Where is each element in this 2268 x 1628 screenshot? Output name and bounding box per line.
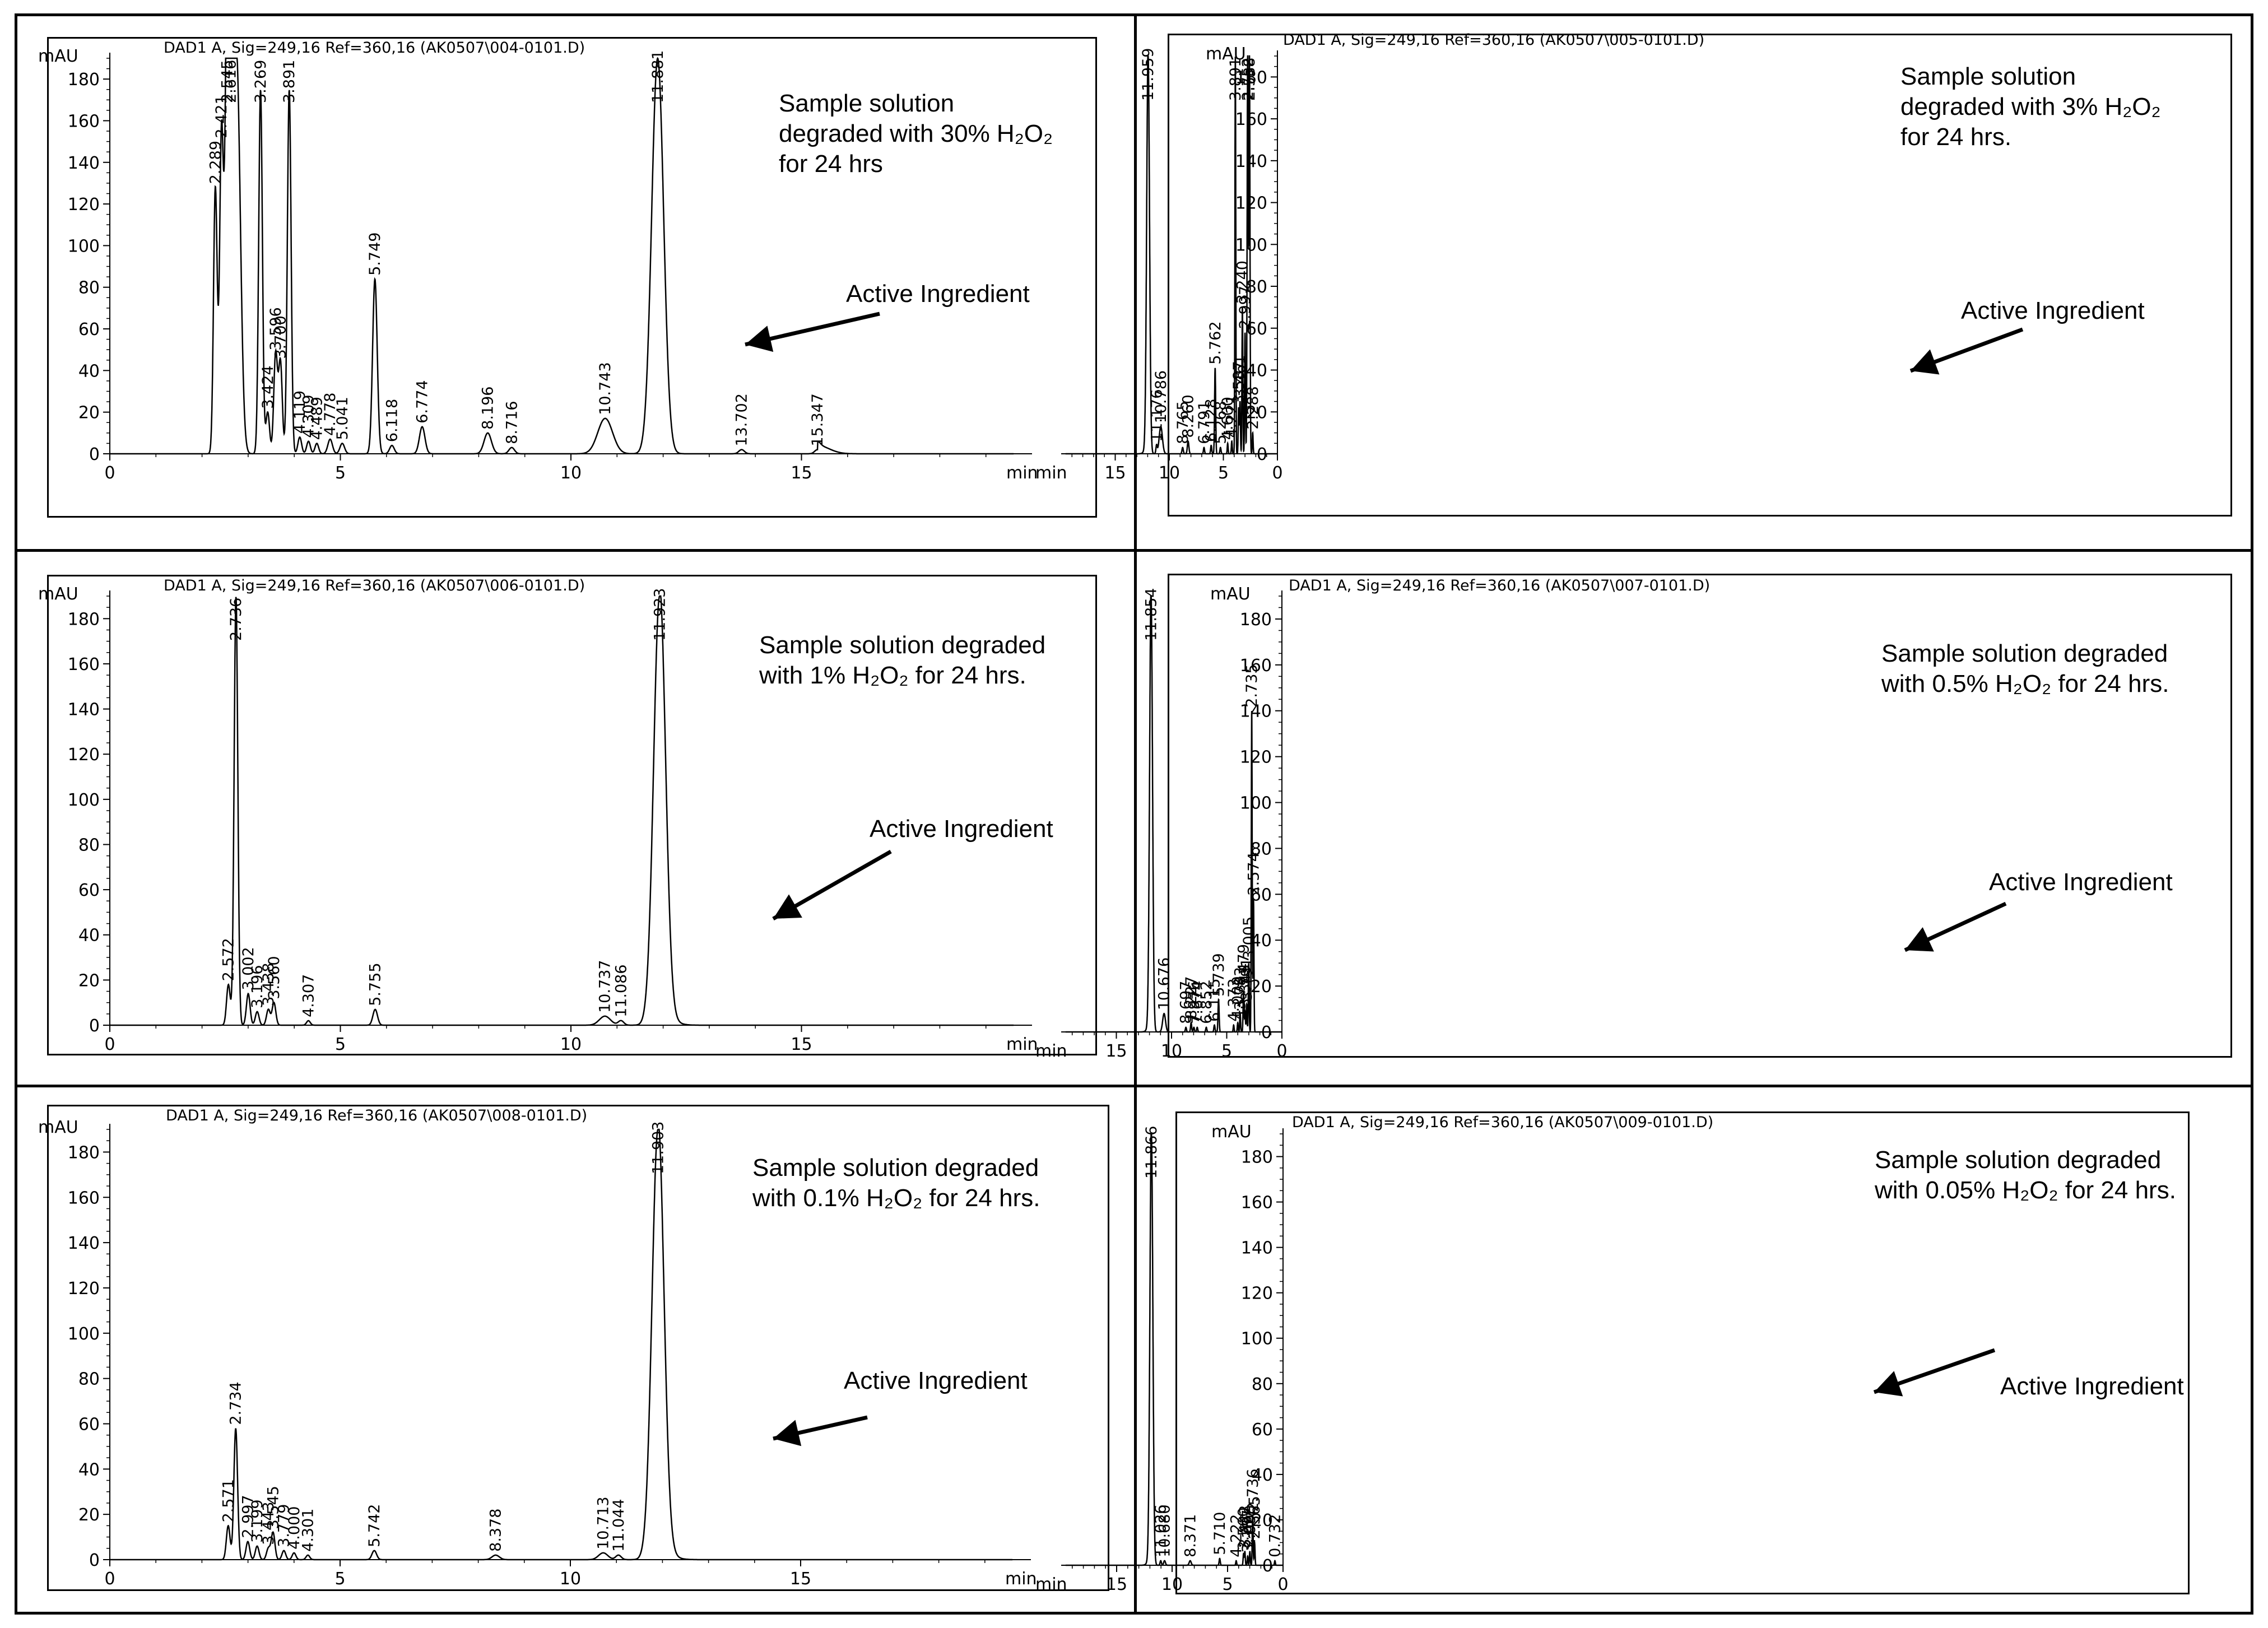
active-ingredient-label: Active Ingredient <box>844 1367 1028 1394</box>
panel-divider-horizontal-2 <box>15 1085 2253 1087</box>
detector-header: DAD1 A, Sig=249,16 Ref=360,16 (AK0507\00… <box>1292 1114 1714 1131</box>
detector-header: DAD1 A, Sig=249,16 Ref=360,16 (AK0507\00… <box>1283 31 1705 49</box>
panel-divider-horizontal-1 <box>15 549 2253 552</box>
chromatogram-panel <box>1168 574 2232 1058</box>
active-ingredient-label: Active Ingredient <box>1961 297 2145 324</box>
active-ingredient-label: Active Ingredient <box>870 815 1053 843</box>
detector-header: DAD1 A, Sig=249,16 Ref=360,16 (AK0507\00… <box>166 1107 588 1124</box>
condition-caption: Sample solution degraded with 0.5% H₂O₂ … <box>1881 640 2169 697</box>
detector-header: DAD1 A, Sig=249,16 Ref=360,16 (AK0507\00… <box>164 577 585 594</box>
condition-caption: Sample solution degraded with 0.05% H₂O₂… <box>1875 1146 2176 1204</box>
detector-header: DAD1 A, Sig=249,16 Ref=360,16 (AK0507\00… <box>164 39 585 57</box>
detector-header: DAD1 A, Sig=249,16 Ref=360,16 (AK0507\00… <box>1289 577 1711 594</box>
panel-divider-vertical <box>1134 13 1137 1615</box>
chromatogram-panel <box>1168 34 2232 517</box>
active-ingredient-label: Active Ingredient <box>846 280 1030 308</box>
active-ingredient-label: Active Ingredient <box>2000 1373 2184 1400</box>
condition-caption: Sample solution degraded with 1% H₂O₂ fo… <box>759 631 1046 689</box>
condition-caption: Sample solution degraded with 30% H₂O₂ f… <box>779 90 1053 178</box>
condition-caption: Sample solution degraded with 3% H₂O₂ fo… <box>1900 63 2161 151</box>
condition-caption: Sample solution degraded with 0.1% H₂O₂ … <box>752 1154 1040 1212</box>
active-ingredient-label: Active Ingredient <box>1989 868 2173 896</box>
chromatogram-panel <box>1175 1111 2190 1594</box>
